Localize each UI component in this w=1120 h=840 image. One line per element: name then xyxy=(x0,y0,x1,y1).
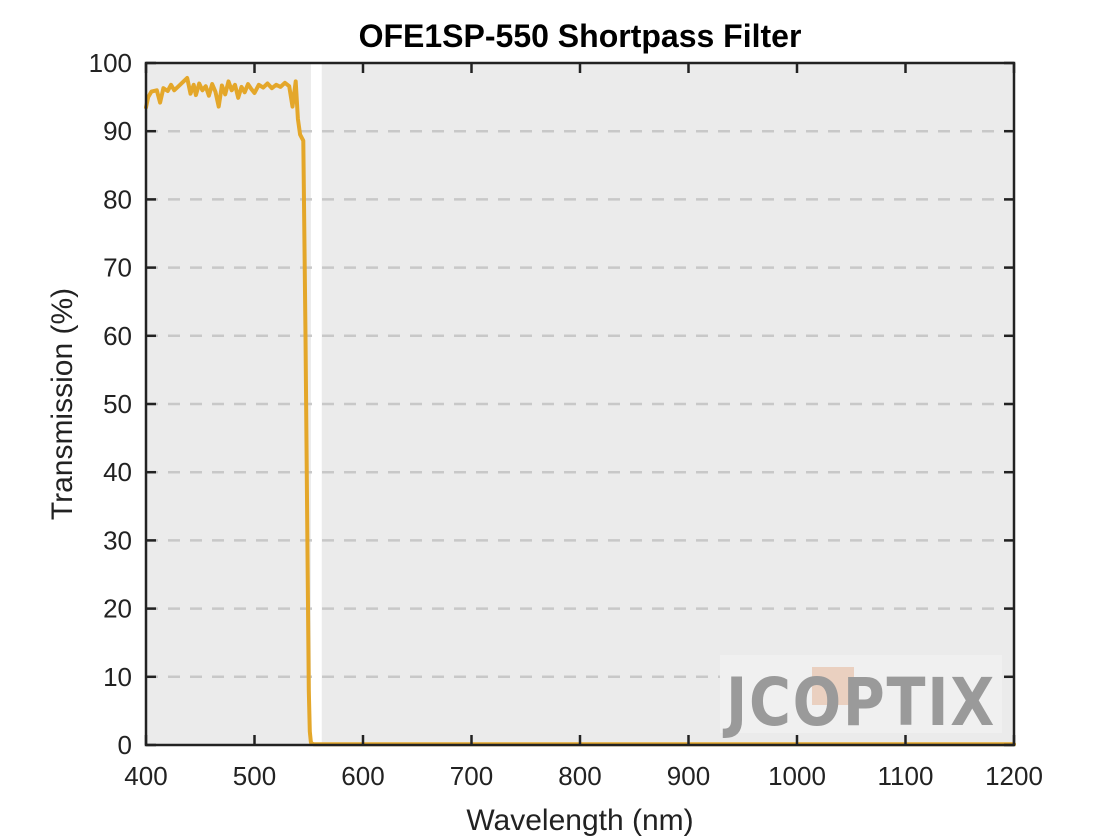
x-tick-label: 1000 xyxy=(768,761,826,791)
y-tick-label: 30 xyxy=(103,525,132,555)
chart-title: OFE1SP-550 Shortpass Filter xyxy=(359,18,802,54)
x-tick-label: 500 xyxy=(233,761,276,791)
y-tick-label: 50 xyxy=(103,389,132,419)
y-tick-label: 10 xyxy=(103,662,132,692)
watermark-text: JCOPTIX xyxy=(723,664,996,741)
x-tick-label: 1200 xyxy=(985,761,1043,791)
y-tick-label: 100 xyxy=(89,48,132,78)
x-tick-label: 400 xyxy=(124,761,167,791)
x-tick-label: 800 xyxy=(558,761,601,791)
y-tick-label: 60 xyxy=(103,321,132,351)
y-tick-label: 0 xyxy=(118,730,132,760)
plot-highlight-band xyxy=(310,63,322,745)
x-tick-label: 1100 xyxy=(878,761,934,791)
tick-marks xyxy=(144,61,1016,747)
y-axis-label: Transmission (%) xyxy=(46,288,79,520)
x-tick-label: 600 xyxy=(341,761,384,791)
watermark-accent xyxy=(812,667,854,705)
y-tick-label: 70 xyxy=(103,253,132,283)
x-tick-labels: 400 500 600 700 800 900 1000 1100 1200 xyxy=(124,761,1043,791)
x-axis-label: Wavelength (nm) xyxy=(466,804,693,837)
y-tick-label: 90 xyxy=(103,116,132,146)
y-tick-label: 80 xyxy=(103,184,132,214)
y-tick-label: 40 xyxy=(103,457,132,487)
y-tick-label: 20 xyxy=(103,594,132,624)
watermark-logo: JCOPTIX xyxy=(720,655,1002,741)
watermark-background xyxy=(720,655,1002,733)
x-tick-label: 900 xyxy=(667,761,710,791)
y-tick-labels: 0 10 20 30 40 50 60 70 80 90 100 xyxy=(89,48,132,760)
x-tick-label: 700 xyxy=(450,761,493,791)
plot-area xyxy=(146,63,1014,745)
series-line xyxy=(144,76,1016,747)
